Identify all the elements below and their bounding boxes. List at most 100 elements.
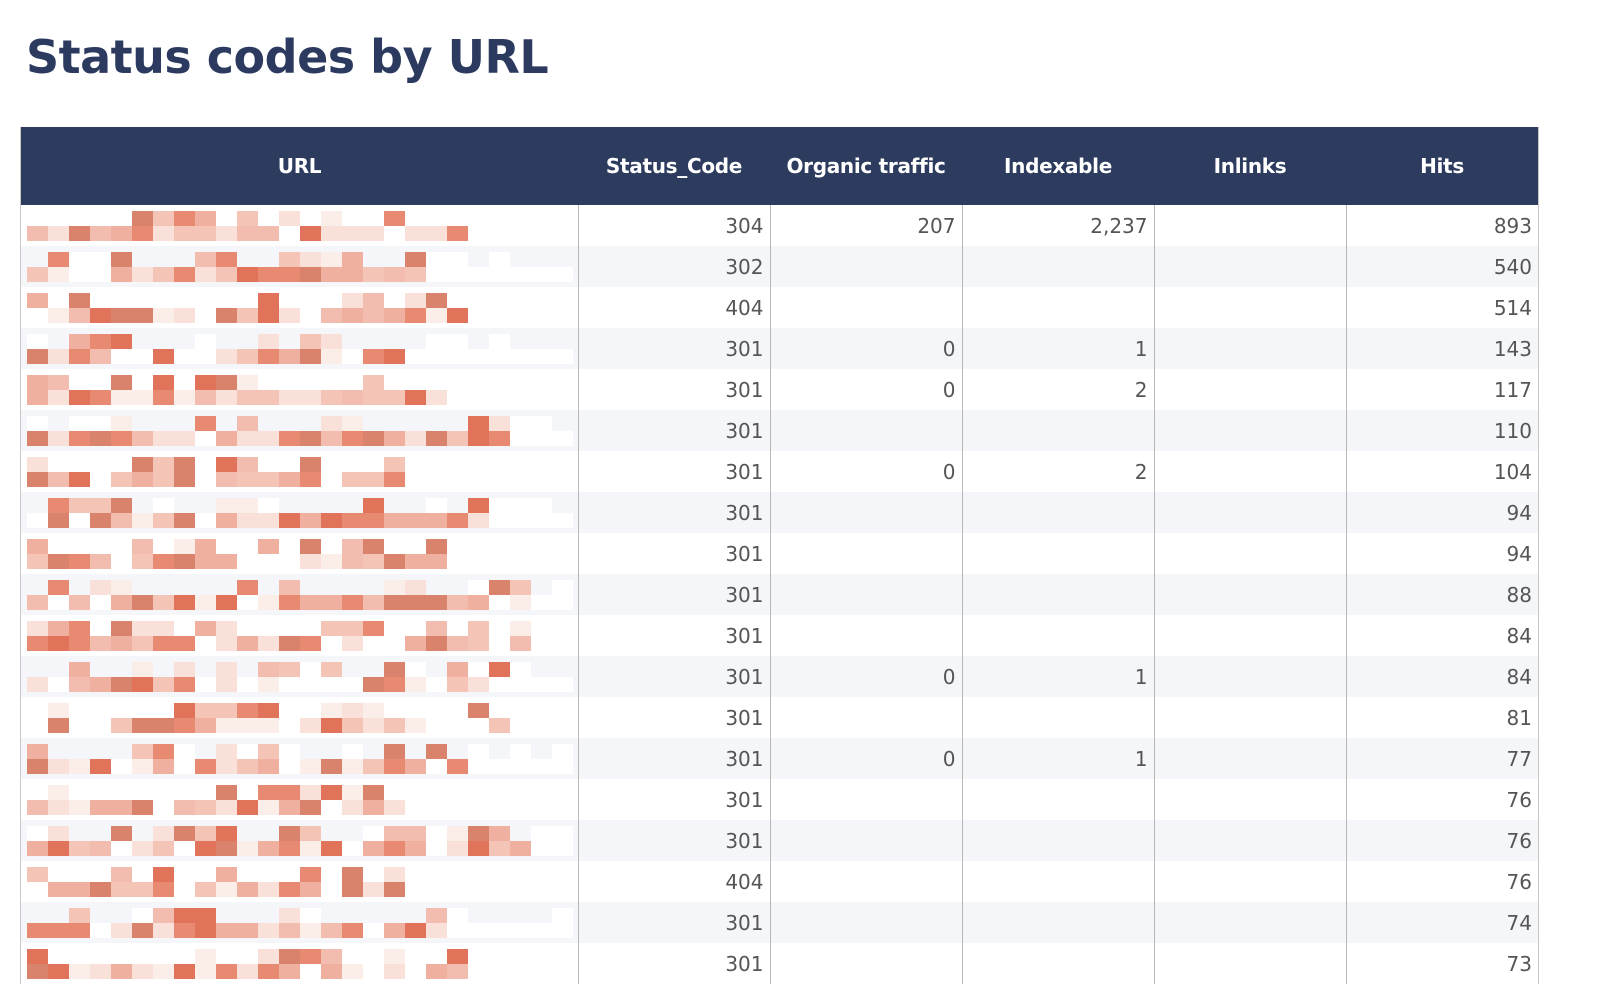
indexable-cell [961,410,1154,451]
url-cell[interactable] [21,492,578,533]
inlinks-cell [1153,410,1346,451]
status-code-cell: 301 [577,451,770,492]
url-cell[interactable] [21,943,578,984]
status-code-cell: 301 [577,410,770,451]
table-row[interactable]: 404 514 [21,287,1538,328]
status-code-cell: 301 [577,779,770,820]
organic-traffic-cell [769,574,962,615]
status-code-cell: 301 [577,820,770,861]
redacted-url-mosaic [27,374,573,405]
redacted-url-mosaic [27,497,573,528]
column-header-status-code[interactable]: Status_Code [578,127,770,205]
organic-traffic-cell [769,615,962,656]
indexable-cell [961,287,1154,328]
url-cell[interactable] [21,738,578,779]
inlinks-cell [1153,902,1346,943]
indexable-cell [961,820,1154,861]
url-cell[interactable] [21,779,578,820]
hits-cell: 73 [1345,943,1538,984]
indexable-cell [961,697,1154,738]
hits-cell: 88 [1345,574,1538,615]
table-row[interactable]: 302 540 [21,246,1538,287]
status-codes-table-container: URL Status_Code Organic traffic Indexabl… [20,127,1539,984]
url-cell[interactable] [21,369,578,410]
organic-traffic-cell: 0 [769,369,962,410]
status-code-cell: 301 [577,533,770,574]
column-header-url[interactable]: URL [21,127,578,205]
status-code-cell: 304 [577,205,770,246]
url-cell[interactable] [21,820,578,861]
table-row[interactable]: 301 88 [21,574,1538,615]
inlinks-cell [1153,205,1346,246]
redacted-url-mosaic [27,251,573,282]
table-row[interactable]: 301 94 [21,533,1538,574]
hits-cell: 117 [1345,369,1538,410]
hits-cell: 514 [1345,287,1538,328]
inlinks-cell [1153,656,1346,697]
url-cell[interactable] [21,410,578,451]
inlinks-cell [1153,328,1346,369]
hits-cell: 84 [1345,615,1538,656]
table-row[interactable]: 404 76 [21,861,1538,902]
url-cell[interactable] [21,656,578,697]
table-body: 304 207 2,237 893 302 540 404 514 301 0 1 143 301 0 2 1… [21,205,1538,984]
column-header-inlinks[interactable]: Inlinks [1154,127,1346,205]
organic-traffic-cell [769,246,962,287]
hits-cell: 81 [1345,697,1538,738]
inlinks-cell [1153,492,1346,533]
table-row[interactable]: 301 76 [21,820,1538,861]
url-cell[interactable] [21,902,578,943]
redacted-url-mosaic [27,620,573,651]
url-cell[interactable] [21,615,578,656]
table-row[interactable]: 301 74 [21,902,1538,943]
organic-traffic-cell [769,943,962,984]
table-row[interactable]: 301 0 1 143 [21,328,1538,369]
url-cell[interactable] [21,451,578,492]
hits-cell: 104 [1345,451,1538,492]
table-row[interactable]: 301 73 [21,943,1538,984]
redacted-url-mosaic [27,743,573,774]
redacted-url-mosaic [27,333,573,364]
table-row[interactable]: 301 84 [21,615,1538,656]
table-row[interactable]: 301 0 1 77 [21,738,1538,779]
url-cell[interactable] [21,697,578,738]
url-cell[interactable] [21,246,578,287]
status-code-cell: 301 [577,902,770,943]
url-cell[interactable] [21,533,578,574]
status-code-cell: 301 [577,492,770,533]
redacted-url-mosaic [27,292,573,323]
url-cell[interactable] [21,287,578,328]
table-row[interactable]: 301 110 [21,410,1538,451]
table-row[interactable]: 304 207 2,237 893 [21,205,1538,246]
table-row[interactable]: 301 0 2 104 [21,451,1538,492]
hits-cell: 893 [1345,205,1538,246]
status-code-cell: 404 [577,287,770,328]
table-row[interactable]: 301 0 2 117 [21,369,1538,410]
url-cell[interactable] [21,574,578,615]
hits-cell: 76 [1345,820,1538,861]
table-row[interactable]: 301 0 1 84 [21,656,1538,697]
table-row[interactable]: 301 94 [21,492,1538,533]
redacted-url-mosaic [27,907,573,938]
url-cell[interactable] [21,205,578,246]
indexable-cell [961,492,1154,533]
organic-traffic-cell: 0 [769,738,962,779]
table-row[interactable]: 301 76 [21,779,1538,820]
status-code-cell: 301 [577,656,770,697]
inlinks-cell [1153,615,1346,656]
hits-cell: 540 [1345,246,1538,287]
url-cell[interactable] [21,861,578,902]
table-header-row: URL Status_Code Organic traffic Indexabl… [21,127,1538,205]
column-header-indexable[interactable]: Indexable [962,127,1154,205]
status-code-cell: 301 [577,369,770,410]
table-row[interactable]: 301 81 [21,697,1538,738]
hits-cell: 94 [1345,533,1538,574]
column-header-organic-traffic[interactable]: Organic traffic [770,127,962,205]
hits-cell: 143 [1345,328,1538,369]
column-header-hits[interactable]: Hits [1346,127,1538,205]
indexable-cell: 1 [961,656,1154,697]
url-cell[interactable] [21,328,578,369]
organic-traffic-cell [769,410,962,451]
inlinks-cell [1153,820,1346,861]
organic-traffic-cell [769,820,962,861]
